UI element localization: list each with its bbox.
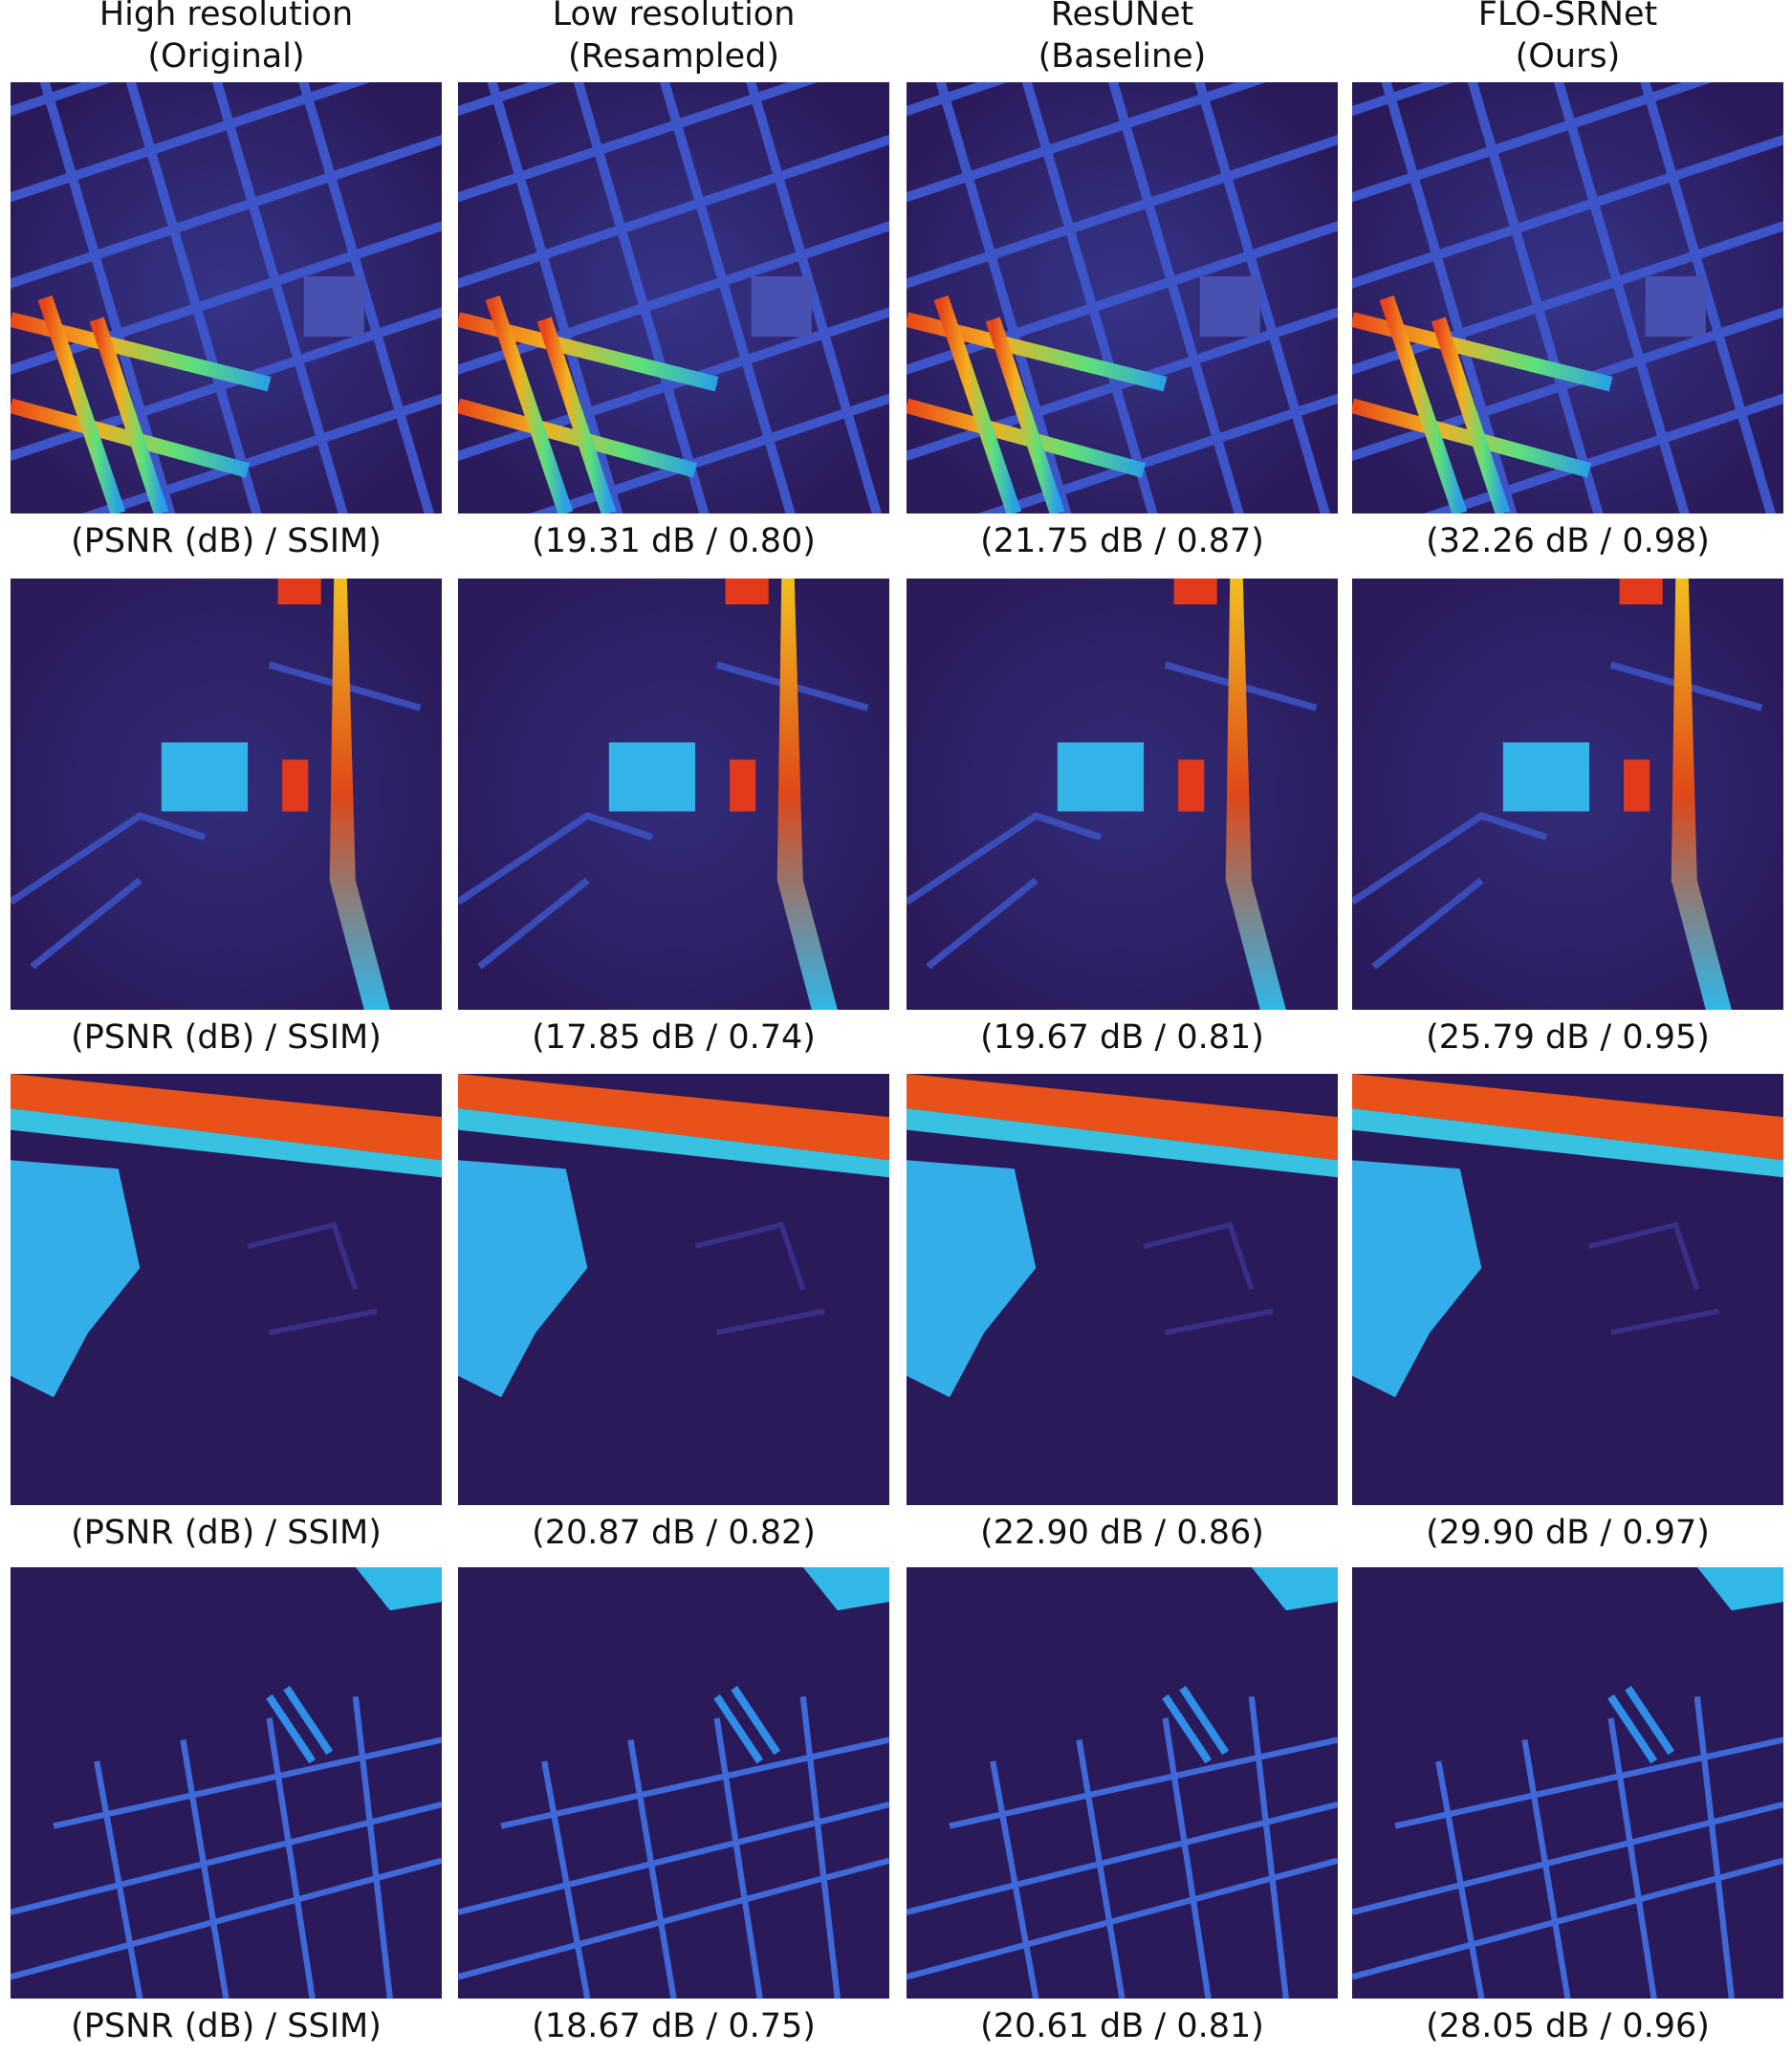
image-caption: (18.67 dB / 0.75) bbox=[532, 2007, 816, 2045]
heatmap-image bbox=[907, 1567, 1338, 1999]
column-subtitle: (Resampled) bbox=[568, 37, 779, 76]
heatmap-image bbox=[1309, 0, 1792, 557]
heatmap-image bbox=[1352, 1567, 1783, 1999]
column-title: ResUNet bbox=[1051, 0, 1194, 33]
heatmap-image bbox=[907, 579, 1338, 1010]
image-caption: (17.85 dB / 0.74) bbox=[532, 1018, 816, 1057]
heatmap-image bbox=[415, 0, 932, 557]
image-caption: (PSNR (dB) / SSIM) bbox=[71, 522, 382, 560]
column-title: Low resolution bbox=[553, 0, 796, 33]
image-caption: (29.90 dB / 0.97) bbox=[1426, 1514, 1710, 1552]
heatmap-image bbox=[458, 1074, 889, 1505]
heatmap-image bbox=[863, 0, 1381, 557]
column-subtitle: (Original) bbox=[147, 37, 304, 76]
column-title: High resolution bbox=[99, 0, 353, 33]
image-caption: (22.90 dB / 0.86) bbox=[980, 1514, 1264, 1552]
image-caption: (21.75 dB / 0.87) bbox=[980, 522, 1264, 560]
heatmap-image bbox=[11, 1074, 442, 1505]
heatmap-image bbox=[458, 1567, 889, 1999]
image-caption: (PSNR (dB) / SSIM) bbox=[71, 1514, 382, 1552]
image-caption: (28.05 dB / 0.96) bbox=[1426, 2007, 1710, 2045]
image-caption: (19.67 dB / 0.81) bbox=[980, 1018, 1264, 1057]
image-caption: (32.26 dB / 0.98) bbox=[1426, 522, 1710, 560]
heatmap-image bbox=[0, 0, 485, 557]
heatmap-image bbox=[11, 1567, 442, 1999]
heatmap-image bbox=[458, 579, 889, 1010]
heatmap-image bbox=[1352, 579, 1783, 1010]
image-caption: (25.79 dB / 0.95) bbox=[1426, 1018, 1710, 1057]
heatmap-image bbox=[11, 579, 442, 1010]
image-caption: (20.87 dB / 0.82) bbox=[532, 1514, 816, 1552]
image-caption: (19.31 dB / 0.80) bbox=[532, 522, 816, 560]
image-caption: (PSNR (dB) / SSIM) bbox=[71, 1018, 382, 1057]
image-caption: (20.61 dB / 0.81) bbox=[980, 2007, 1264, 2045]
column-title: FLO-SRNet bbox=[1478, 0, 1658, 33]
heatmap-image bbox=[907, 1074, 1338, 1505]
column-subtitle: (Baseline) bbox=[1038, 37, 1207, 76]
column-subtitle: (Ours) bbox=[1516, 37, 1621, 76]
image-caption: (PSNR (dB) / SSIM) bbox=[71, 2007, 382, 2045]
heatmap-image bbox=[1352, 1074, 1783, 1505]
